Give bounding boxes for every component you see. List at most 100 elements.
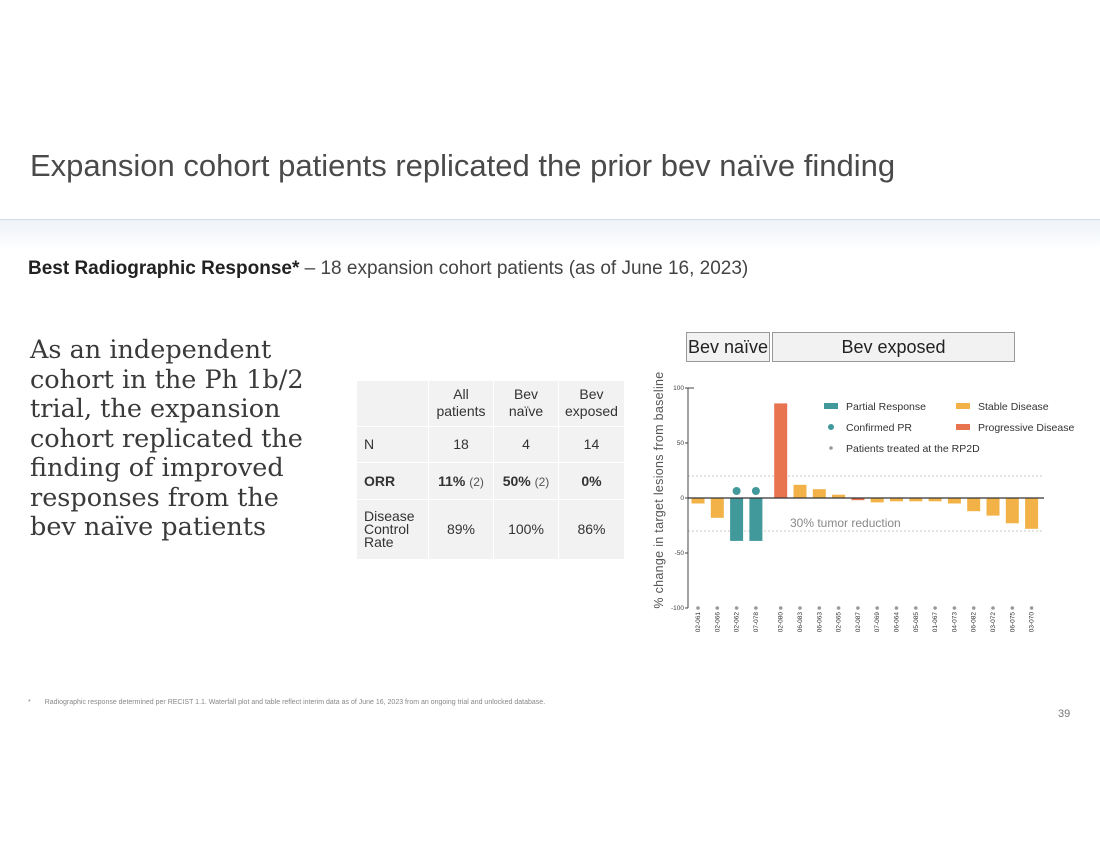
rp2d-dot (914, 606, 918, 610)
rp2d-dot (817, 606, 822, 610)
table-row-n: N 18 4 14 (357, 425, 624, 462)
legend-label: Patients treated at the RP2D (846, 443, 980, 455)
y-tick-label: -100 (671, 605, 684, 612)
rp2d-dot (734, 606, 739, 610)
y-tick-label: 50 (677, 440, 685, 447)
rp2d-dot (778, 606, 783, 610)
table-cell: 50% (2) (493, 461, 559, 499)
waterfall-bar (774, 403, 788, 498)
rp2d-dot (798, 606, 802, 610)
waterfall-bar (890, 498, 903, 502)
waterfall-bar (749, 498, 763, 541)
legend-label: Partial Response (846, 401, 926, 413)
rp2d-dot (952, 606, 957, 610)
table-cell: 0% (557, 461, 624, 499)
x-tick-label: 02-066 (714, 612, 721, 633)
confirmed-pr-dot (751, 487, 760, 495)
x-tick-label: 03-070 (1029, 612, 1036, 633)
rp2d-dot (894, 606, 899, 610)
page-number: 39 (1058, 708, 1071, 720)
rp2d-dot (836, 606, 841, 610)
table-cell: 11% (2) (428, 461, 494, 499)
waterfall-bar (793, 484, 807, 498)
waterfall-bar (691, 498, 705, 504)
legend-label: Progressive Disease (978, 422, 1074, 434)
y-tick-label: 0 (680, 495, 684, 502)
table-cell: 18 (428, 425, 494, 462)
rp2d-dot (715, 606, 720, 610)
table-header-row: All patients Bev naïve Bev exposed (357, 381, 624, 426)
table-corner (357, 381, 429, 426)
waterfall-bar (986, 498, 1000, 516)
legend-label: Confirmed PR (846, 422, 912, 434)
x-tick-label: 02-062 (734, 612, 741, 633)
title-band (0, 220, 1100, 250)
x-tick-label: 06-075 (1009, 612, 1016, 633)
waterfall-bar (730, 498, 744, 541)
x-tick-label: 04-073 (951, 612, 958, 633)
x-tick-label: 02-080 (778, 612, 785, 633)
table-cell: 86% (557, 498, 624, 559)
row-label: Disease Control Rate (357, 498, 429, 559)
table-header: Bev exposed (557, 381, 624, 426)
waterfall-chart: 100 50 0 -50 -100 02-061 02-066 02-062 07-078 02… (671, 385, 1074, 633)
footnote-marker: * (28, 699, 31, 706)
rp2d-dot (971, 606, 976, 610)
waterfall-bar (812, 489, 826, 498)
rp2d-dot (696, 606, 700, 610)
x-tick-label: 06-083 (797, 612, 804, 633)
rp2d-dot (1010, 606, 1015, 610)
subtitle-rest: – 18 expansion cohort patients (as of Ju… (299, 258, 749, 279)
rp2d-dot (933, 606, 937, 610)
table-header: Bev naïve (493, 381, 559, 426)
callout-text: As an independent cohort in the Ph 1b/2 … (30, 335, 304, 542)
x-tick-label: 06-082 (971, 612, 978, 633)
orr-pct: 11% (438, 472, 466, 489)
waterfall-bar (710, 498, 724, 518)
table-row-orr: ORR 11% (2) 50% (2) 0% (357, 461, 624, 499)
rp2d-dot (856, 606, 860, 610)
waterfall-bar (909, 498, 923, 502)
group-label-bev-exposed: Bev exposed (772, 332, 1015, 362)
x-tick-label: 06-063 (816, 612, 823, 633)
waterfall-bar (851, 498, 865, 501)
footnote-text: Radiographic response determined per REC… (44, 699, 546, 706)
y-tick-label: 100 (673, 385, 684, 392)
subtitle: Best Radiographic Response* – 18 expansi… (28, 258, 748, 280)
x-tick-label: 06-064 (894, 612, 901, 633)
x-tick-label: 07-069 (874, 612, 881, 633)
table-cell: 100% (493, 498, 559, 559)
rp2d-dot (754, 606, 758, 610)
legend-swatch (956, 424, 970, 430)
table-header: All patients (428, 381, 494, 426)
group-label-bev-naive: Bev naïve (686, 332, 770, 362)
x-tick-label: 02-087 (855, 612, 862, 633)
footnote: * Radiographic response determined per RE… (28, 699, 545, 706)
waterfall-bar (967, 498, 981, 512)
rp2d-dot (991, 606, 995, 610)
row-label: ORR (357, 461, 429, 499)
response-table: All patients Bev naïve Bev exposed N 18 … (357, 381, 624, 559)
waterfall-bar (947, 498, 961, 504)
table-cell: 4 (493, 425, 559, 462)
orr-pct: 0% (581, 472, 602, 489)
x-tick-label: 01-067 (932, 612, 939, 633)
rp2d-dot (875, 606, 879, 610)
rp2d-dot (1029, 606, 1034, 610)
x-tick-label: 02-065 (836, 612, 843, 633)
title-divider (0, 219, 1100, 220)
confirmed-pr-dot (732, 487, 741, 495)
table-cell: 14 (557, 425, 624, 462)
table-cell: 89% (428, 498, 494, 559)
y-tick-label: -50 (675, 550, 685, 557)
x-tick-label: 07-078 (753, 612, 760, 633)
legend-label: Stable Disease (978, 401, 1049, 413)
orr-count: (2) (469, 474, 484, 489)
waterfall-bar (1025, 498, 1039, 529)
subtitle-bold: Best Radiographic Response* (28, 258, 300, 279)
waterfall-bar (870, 498, 884, 503)
waterfall-bar (928, 498, 942, 502)
waterfall-bar (832, 494, 846, 498)
orr-pct: 50% (502, 472, 531, 489)
x-tick-label: 03-072 (990, 612, 997, 633)
